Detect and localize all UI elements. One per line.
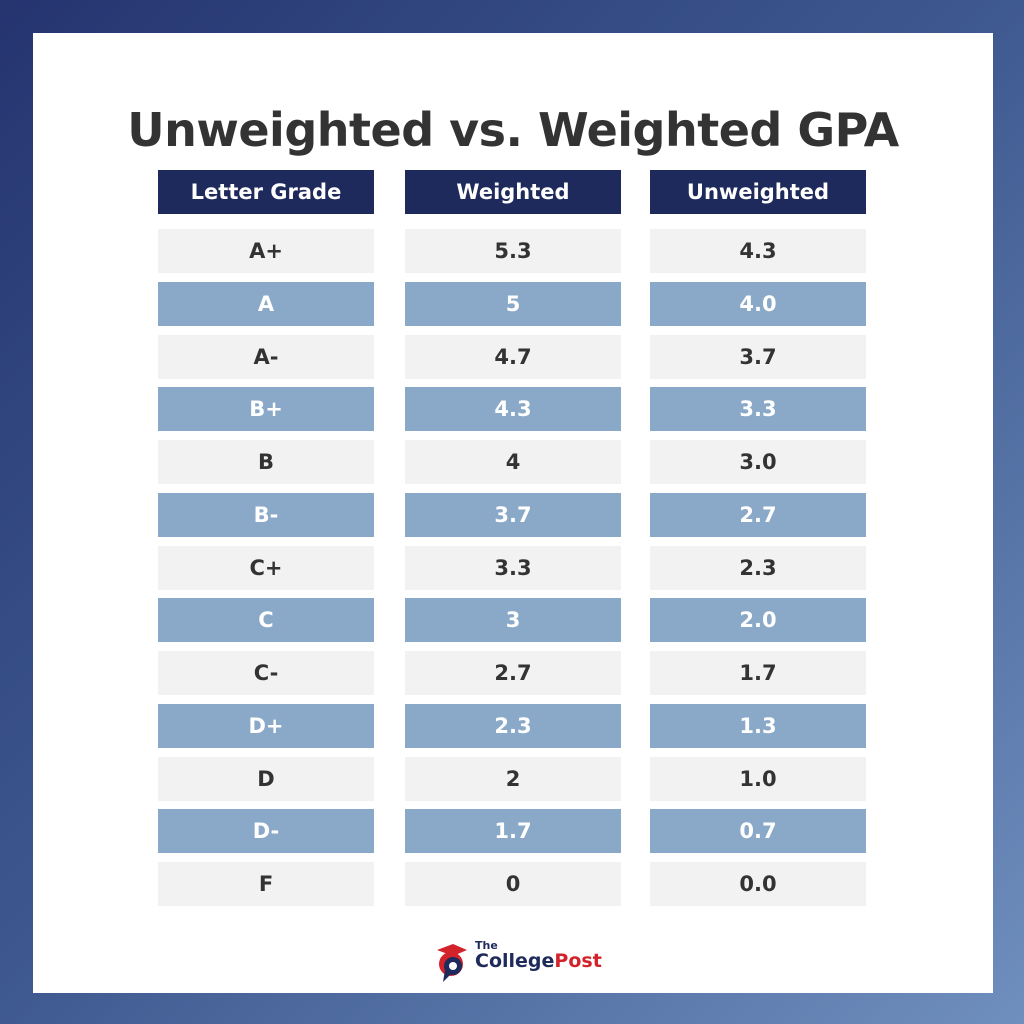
table-cell: 2 bbox=[405, 756, 621, 801]
table-cell: A+ bbox=[158, 229, 374, 273]
table-cell: 2.3 bbox=[405, 703, 621, 748]
table-cell: 4.3 bbox=[650, 229, 866, 273]
table-cell: 1.7 bbox=[405, 809, 621, 854]
table-cell: 0 bbox=[405, 862, 621, 906]
logo-small: The bbox=[475, 939, 498, 952]
table-cell: A bbox=[158, 281, 374, 326]
logo-name: CollegePost bbox=[475, 950, 602, 972]
table-cell: A- bbox=[158, 334, 374, 379]
table-cell: 3.3 bbox=[405, 545, 621, 590]
table-cell: B bbox=[158, 440, 374, 484]
table-cell: 3.7 bbox=[650, 334, 866, 379]
logo-word: College bbox=[475, 950, 555, 972]
table-cell: 4.3 bbox=[405, 387, 621, 432]
panel: Unweighted vs. Weighted GPA Letter Grade… bbox=[33, 33, 993, 993]
logo-word: Post bbox=[554, 950, 602, 972]
table-cell: F bbox=[158, 862, 374, 906]
table-cell: 5 bbox=[405, 281, 621, 326]
table-cell: C+ bbox=[158, 545, 374, 590]
table-cell: 2.3 bbox=[650, 545, 866, 590]
table-cell: 0.0 bbox=[650, 862, 866, 906]
table-cell: D- bbox=[158, 809, 374, 854]
table-cell: 5.3 bbox=[405, 229, 621, 273]
table-cell: 2.7 bbox=[405, 651, 621, 695]
table-cell: C- bbox=[158, 651, 374, 695]
table-cell: 0.7 bbox=[650, 809, 866, 854]
table-cell: D+ bbox=[158, 703, 374, 748]
logo-icon bbox=[437, 944, 467, 982]
table-cell: 3.7 bbox=[405, 492, 621, 537]
table-cell: 4 bbox=[405, 440, 621, 484]
table-cell: 3 bbox=[405, 598, 621, 643]
title: Unweighted vs. Weighted GPA bbox=[127, 103, 899, 157]
table-cell: 4.7 bbox=[405, 334, 621, 379]
table-cell: 4.0 bbox=[650, 281, 866, 326]
column-header: Letter Grade bbox=[158, 170, 374, 214]
table-cell: 3.3 bbox=[650, 387, 866, 432]
table-cell: 1.0 bbox=[650, 756, 866, 801]
table-cell: B- bbox=[158, 492, 374, 537]
column-header: Unweighted bbox=[650, 170, 866, 214]
logo: The CollegePost bbox=[431, 938, 631, 988]
table-cell: B+ bbox=[158, 387, 374, 432]
table-cell: D bbox=[158, 756, 374, 801]
table-cell: 1.3 bbox=[650, 703, 866, 748]
column-header: Weighted bbox=[405, 170, 621, 214]
table-cell: 1.7 bbox=[650, 651, 866, 695]
table-cell: 3.0 bbox=[650, 440, 866, 484]
table-cell: 2.7 bbox=[650, 492, 866, 537]
table-cell: C bbox=[158, 598, 374, 643]
table-cell: 2.0 bbox=[650, 598, 866, 643]
